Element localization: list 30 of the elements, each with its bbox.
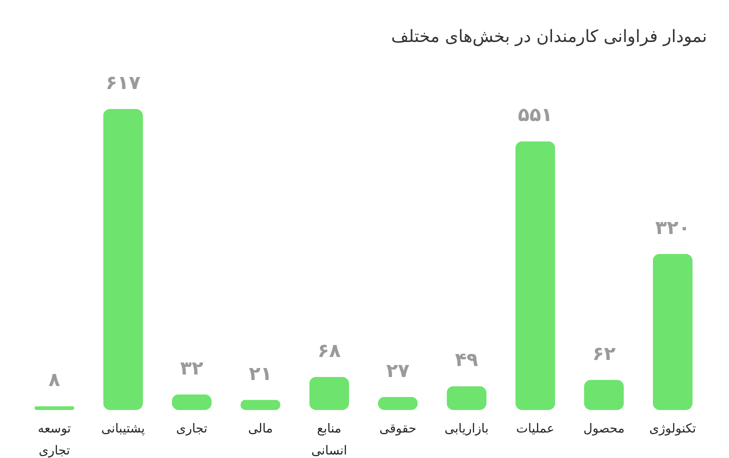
data-label: ۶۸ bbox=[318, 340, 342, 362]
data-label: ۶۱۷ bbox=[106, 72, 141, 94]
x-tick-label: عملیات bbox=[516, 420, 554, 436]
data-label: ۵۵۱ bbox=[518, 104, 553, 126]
x-tick-label: پشتیبانی bbox=[101, 420, 146, 436]
bar bbox=[103, 109, 143, 410]
bar bbox=[172, 394, 212, 410]
x-tick-label: منابع انسانی bbox=[311, 420, 348, 458]
data-label: ۶۲ bbox=[592, 342, 616, 365]
x-tick-label: توسعه تجاری bbox=[38, 420, 72, 458]
data-label: ۸ bbox=[48, 369, 61, 392]
bar bbox=[309, 376, 350, 410]
bar bbox=[584, 380, 624, 410]
data-label: ۲۷ bbox=[386, 360, 410, 382]
chart-title: نمودار فراوانی کارمندان در بخش‌های مختلف bbox=[391, 27, 707, 47]
x-tick-label: تکنولوژی bbox=[649, 420, 697, 436]
bar bbox=[515, 141, 556, 410]
bar bbox=[652, 254, 693, 410]
x-tick-label: حقوقی bbox=[379, 420, 416, 436]
x-tick-label: تجاری bbox=[176, 420, 208, 436]
data-label: ۲۱ bbox=[248, 362, 272, 385]
data-label: ۴۹ bbox=[454, 349, 479, 372]
x-tick-label: محصول bbox=[583, 420, 625, 436]
bar bbox=[446, 386, 486, 410]
x-tick-label: مالی bbox=[248, 420, 273, 436]
bar bbox=[378, 396, 418, 410]
data-label: ۳۲۰ bbox=[655, 216, 690, 239]
bar bbox=[240, 400, 280, 410]
x-tick-label: بازاریابی bbox=[444, 420, 489, 436]
data-label: ۳۲ bbox=[180, 357, 204, 380]
